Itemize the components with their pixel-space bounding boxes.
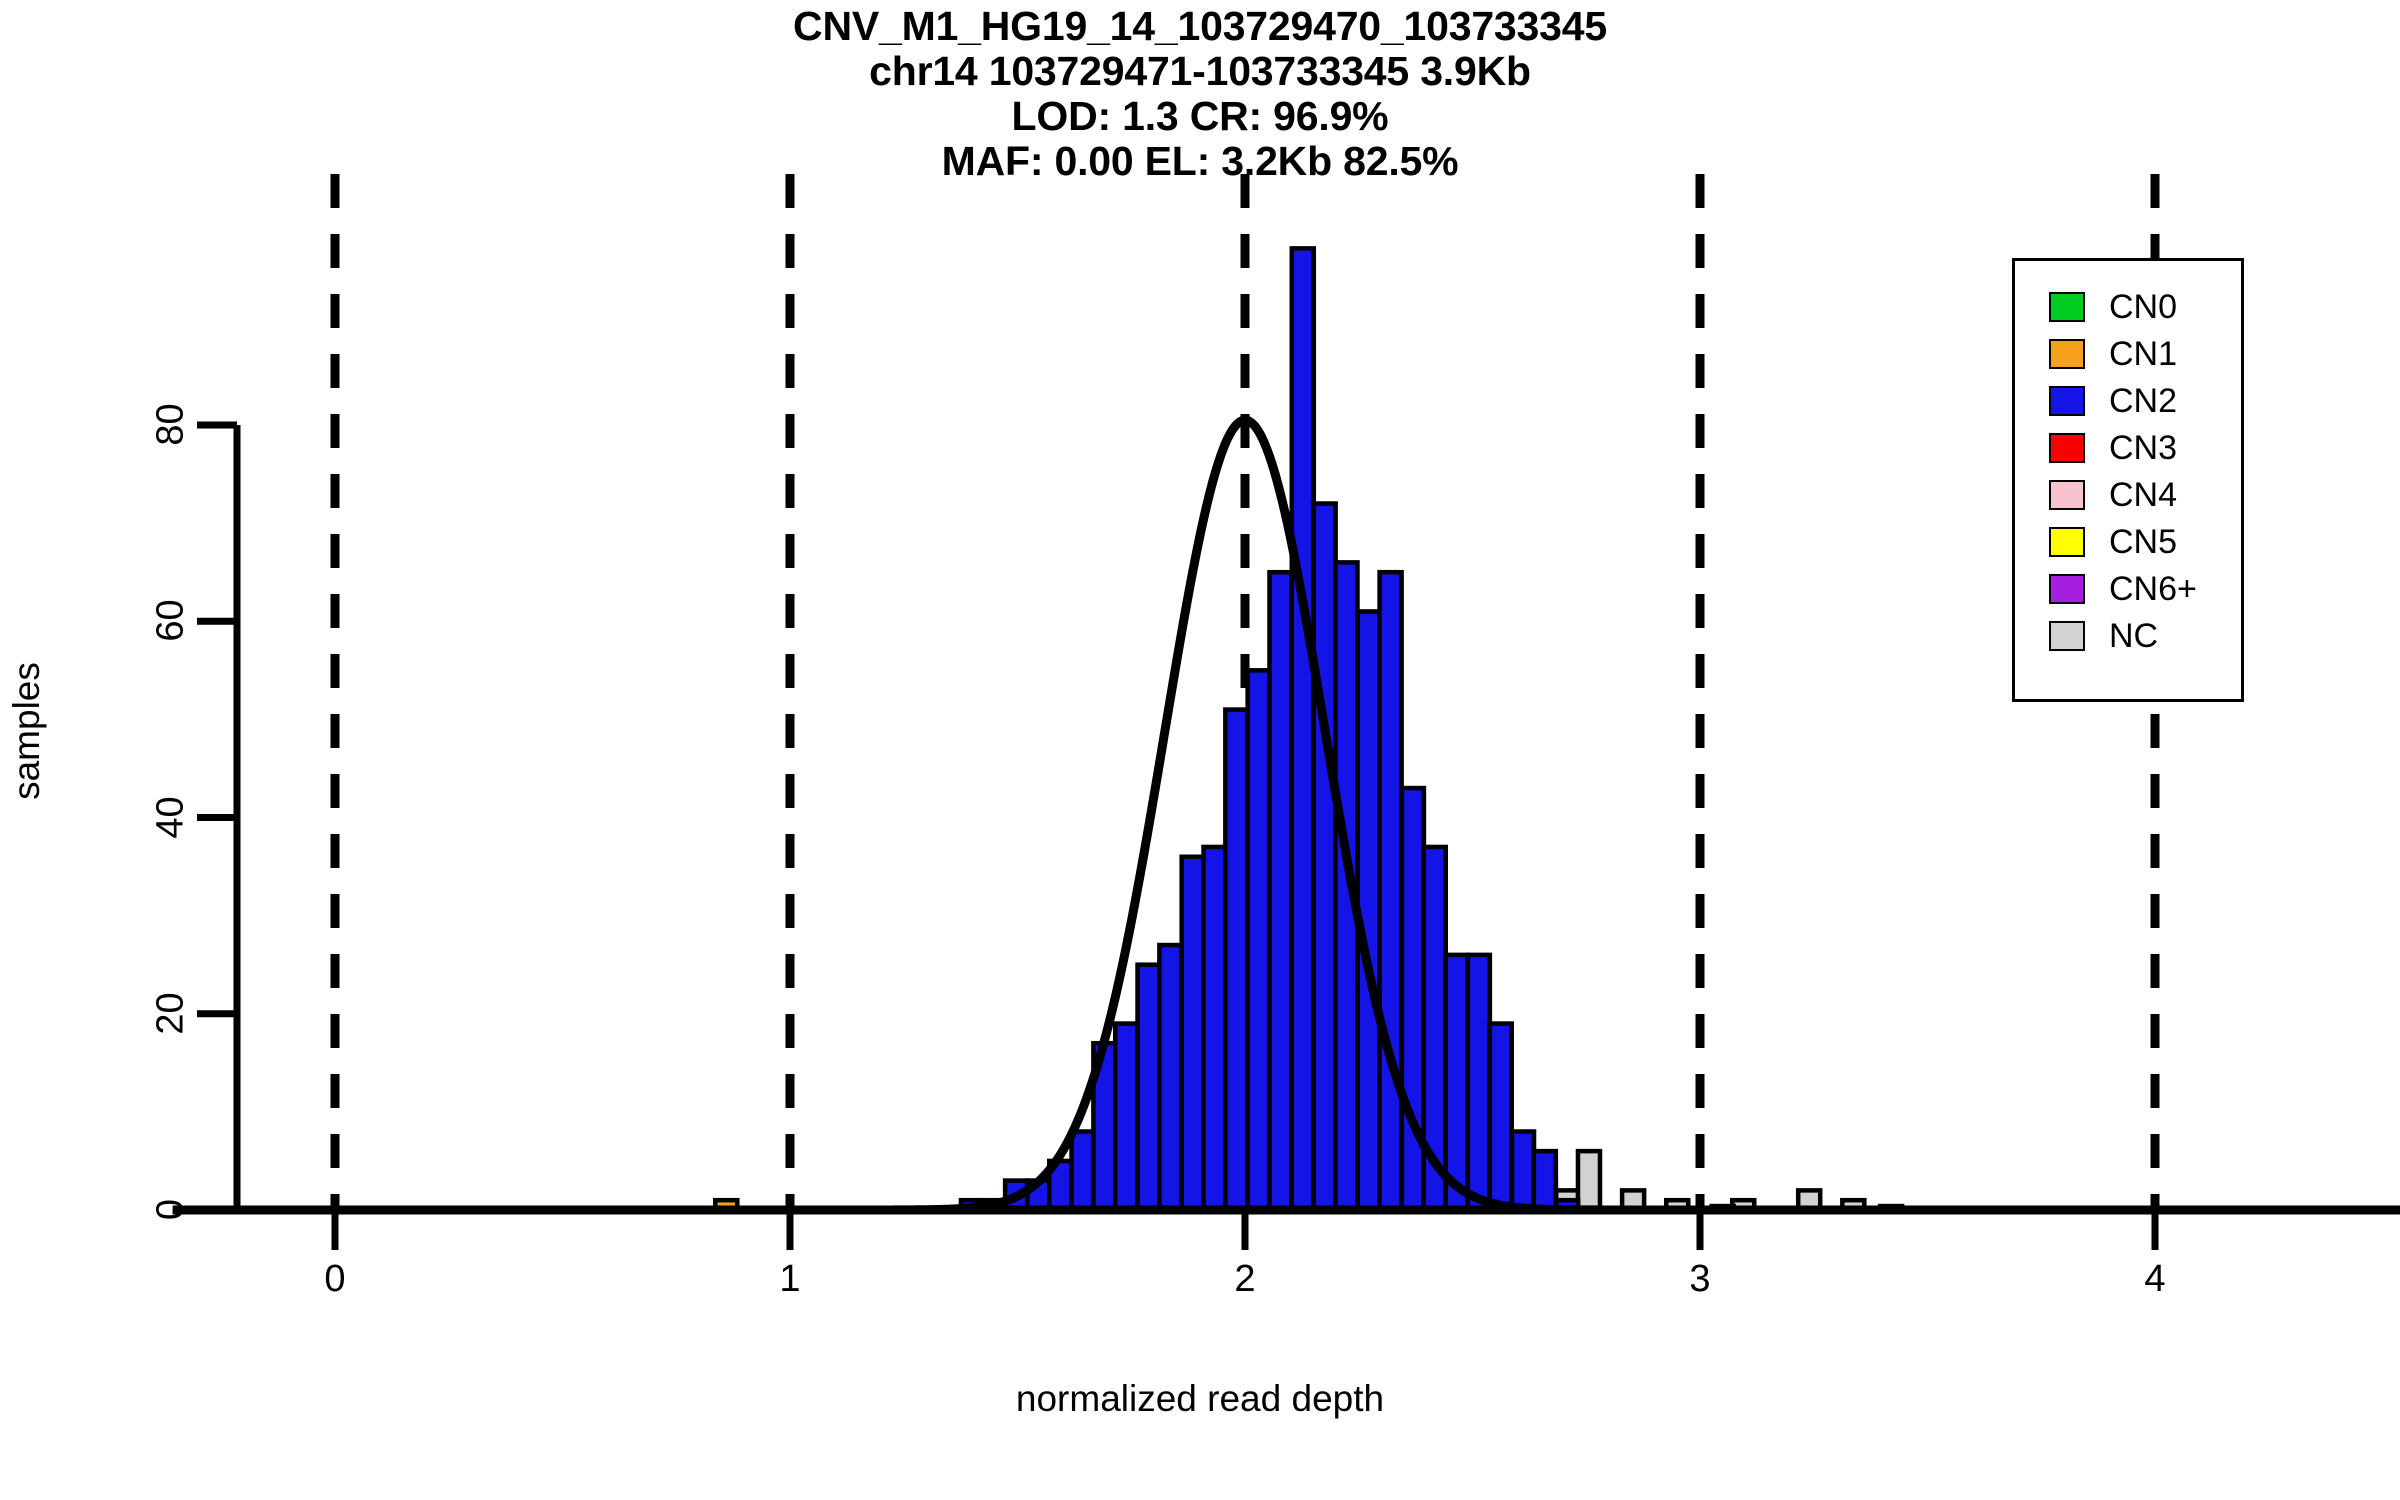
y-tick-label-60: 60: [149, 599, 192, 642]
legend-swatch-icon: [2049, 385, 2085, 416]
legend-swatch-icon: [2049, 338, 2085, 369]
y-tick-label-80: 80: [149, 403, 192, 446]
bar: [1289, 246, 1317, 1213]
title-line-locus: chr14 103729471-103733345 3.9Kb: [869, 48, 1531, 94]
legend-item-label: CN0: [2109, 287, 2178, 326]
y-tick-label-20: 20: [149, 992, 192, 1035]
x-tick-label-0: 0: [324, 1258, 346, 1300]
bar: [1267, 569, 1294, 1213]
bar: [1069, 1129, 1096, 1213]
bar: [1223, 707, 1250, 1213]
bar: [1575, 1148, 1603, 1213]
title-line-maf-el: MAF: 0.00 EL: 3.2Kb 82.5%: [941, 138, 1459, 184]
x-tick-label-1: 1: [779, 1258, 801, 1300]
legend-item-cn1[interactable]: CN1: [2015, 330, 2241, 377]
x-axis-label: normalized read depth: [1015, 1378, 1385, 1419]
y-tick-label-40: 40: [149, 795, 192, 839]
title-line-name: CNV_M1_HG19_14_103729470_103733345: [793, 3, 1607, 49]
legend-item-cn5[interactable]: CN5: [2015, 518, 2241, 565]
bar-series-cn2: [958, 246, 1581, 1213]
bar: [1112, 1021, 1140, 1213]
x-tick-label-4: 4: [2144, 1258, 2166, 1300]
bar: [1245, 668, 1272, 1213]
bar: [1311, 501, 1338, 1213]
axes: [172, 421, 2400, 1250]
legend-item-cn2[interactable]: CN2: [2015, 377, 2241, 424]
legend-item-label: CN6+: [2109, 569, 2197, 608]
page-title: CNV_M1_HG19_14_103729470_103733345 chr14…: [0, 4, 2400, 184]
legend-item-label: CN5: [2109, 522, 2178, 561]
y-tick-label-0: 0: [149, 1198, 192, 1221]
bar: [1377, 569, 1404, 1213]
legend-item-label: CN1: [2109, 334, 2178, 373]
x-tick-label-3: 3: [1689, 1258, 1711, 1300]
x-tick-label-2: 2: [1234, 1258, 1256, 1300]
legend-item-cn6plus[interactable]: CN6+: [2015, 565, 2241, 612]
legend-swatch-icon: [2049, 291, 2085, 322]
bar: [1157, 942, 1184, 1213]
bar: [1465, 952, 1493, 1213]
bar: [1531, 1148, 1559, 1213]
legend-swatch-icon: [2049, 432, 2085, 463]
legend: CN0 CN1 CN2 CN3 CN4 CN5 CN6+ NC: [2012, 258, 2244, 702]
legend-item-label: CN4: [2109, 475, 2178, 514]
legend-swatch-icon: [2049, 573, 2085, 604]
bar: [1443, 952, 1470, 1213]
legend-swatch-icon: [2049, 526, 2085, 557]
legend-swatch-icon: [2049, 479, 2085, 510]
y-axis-label: samples: [6, 662, 47, 800]
legend-item-label: CN3: [2109, 428, 2178, 467]
bar: [1201, 844, 1228, 1213]
legend-item-nc[interactable]: NC: [2015, 612, 2241, 659]
bar: [1509, 1129, 1537, 1213]
legend-item-cn3[interactable]: CN3: [2015, 424, 2241, 471]
legend-item-cn4[interactable]: CN4: [2015, 471, 2241, 518]
legend-item-label: NC: [2109, 616, 2159, 655]
bar: [1135, 962, 1162, 1213]
title-line-lod-cr: LOD: 1.3 CR: 96.9%: [1011, 93, 1389, 139]
bar: [1487, 1021, 1514, 1213]
bar: [1179, 854, 1206, 1213]
legend-swatch-icon: [2049, 620, 2085, 651]
legend-item-cn0[interactable]: CN0: [2015, 283, 2241, 330]
legend-item-label: CN2: [2109, 381, 2178, 420]
